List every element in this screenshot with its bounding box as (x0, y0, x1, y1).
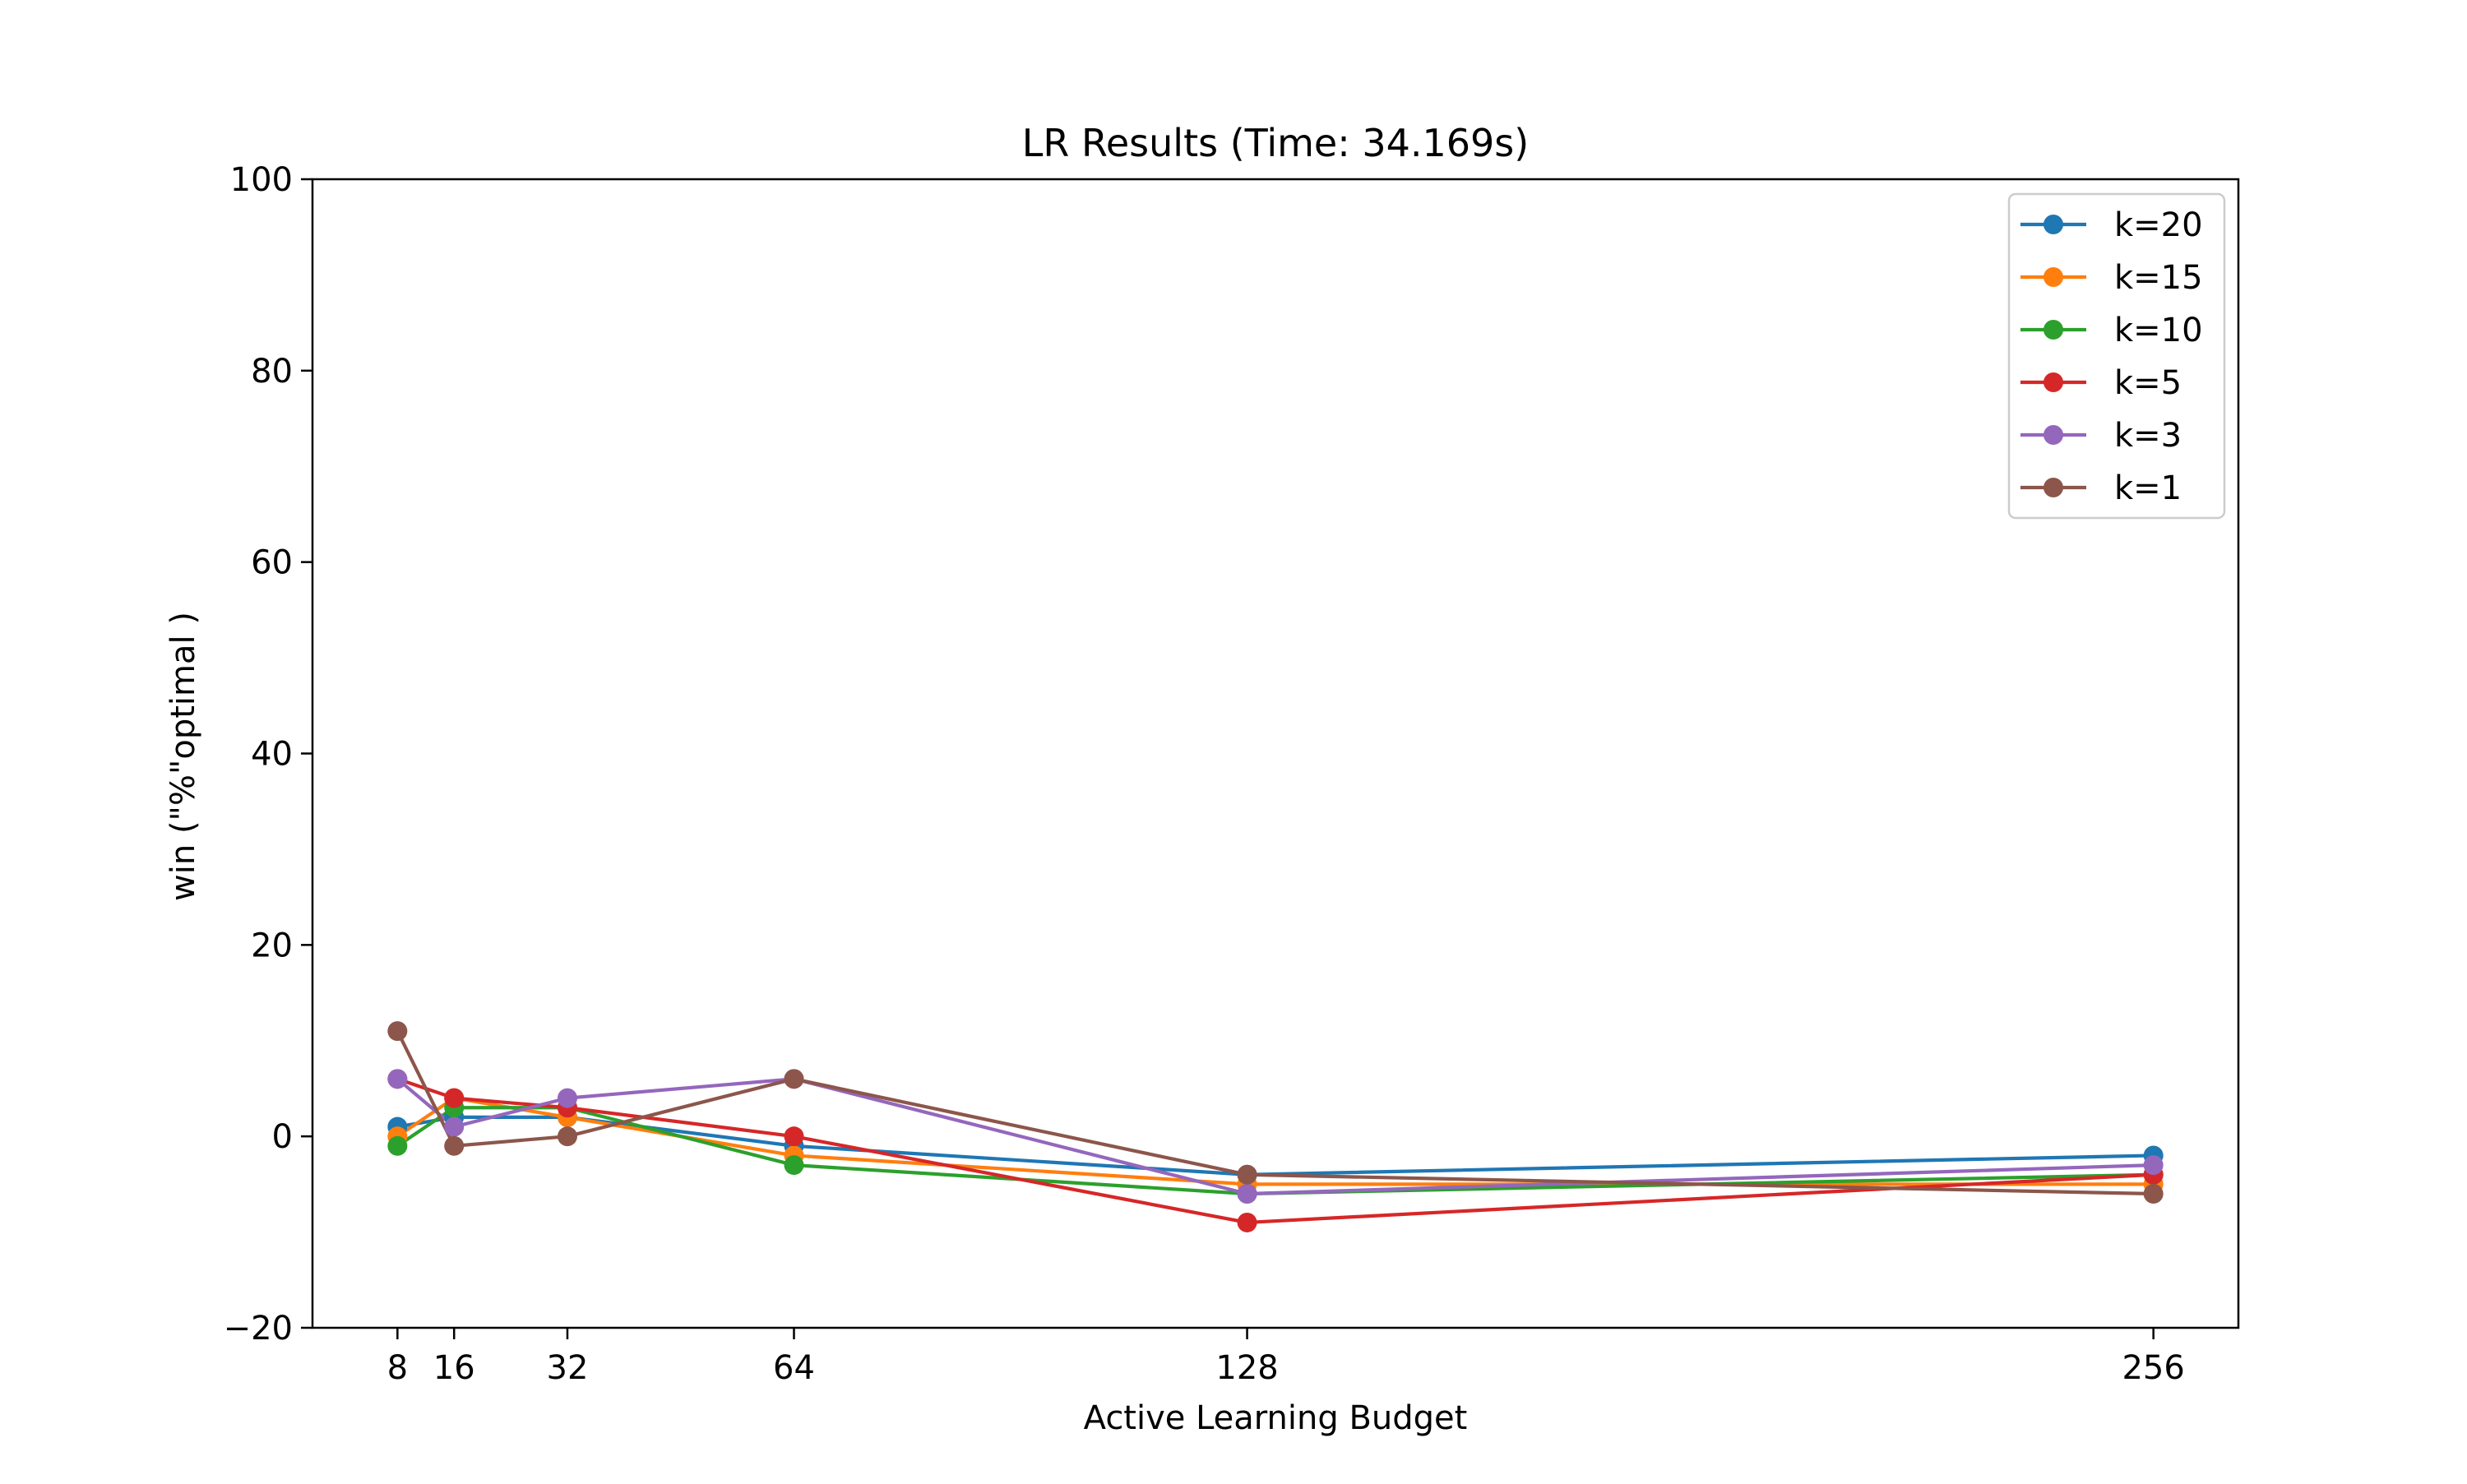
legend-label-k=15: k=15 (2114, 259, 2203, 297)
data-point-k=3 (2143, 1155, 2164, 1176)
y-axis-label: win ("%"optimal ) (164, 612, 202, 901)
x-tick-label: 8 (387, 1349, 408, 1387)
x-tick-label: 128 (1215, 1349, 1278, 1387)
x-axis-label: Active Learning Budget (1084, 1399, 1468, 1437)
y-tick-label: 20 (251, 927, 293, 964)
y-tick-label: 0 (272, 1118, 293, 1156)
y-tick-label: 100 (230, 161, 293, 199)
data-point-k=1 (444, 1135, 465, 1156)
legend-marker-k=5 (2043, 372, 2063, 392)
series-line-k=5 (396, 1077, 2154, 1225)
data-point-k=1 (1237, 1164, 1257, 1185)
legend-marker-k=15 (2043, 267, 2063, 287)
data-point-k=3 (387, 1069, 408, 1089)
data-point-k=1 (2143, 1184, 2164, 1204)
plot-area: −20 0 20 40 60 80 100 8 16 32 64 128 256 (224, 161, 2240, 1387)
data-point-k=3 (444, 1116, 465, 1137)
legend-marker-k=3 (2043, 425, 2063, 445)
y-tick-label: 60 (251, 544, 293, 582)
y-tick-label: 40 (251, 736, 293, 774)
legend-label-k=5: k=5 (2114, 364, 2182, 402)
data-point-k=1 (387, 1021, 408, 1042)
x-tick-label: 16 (433, 1349, 475, 1387)
data-point-k=3 (557, 1088, 577, 1108)
x-tick-label: 64 (773, 1349, 815, 1387)
y-tick-label: 80 (251, 353, 293, 391)
data-point-k=1 (784, 1069, 804, 1089)
data-point-k=5 (444, 1088, 465, 1108)
legend-marker-k=10 (2043, 320, 2063, 340)
y-tick-label: −20 (224, 1310, 293, 1348)
data-point-k=3 (1237, 1184, 1257, 1204)
data-point-k=10 (784, 1155, 804, 1176)
data-point-k=1 (557, 1126, 577, 1147)
data-point-k=5 (1237, 1212, 1257, 1232)
data-point-k=5 (784, 1126, 804, 1147)
legend-label-k=20: k=20 (2114, 206, 2203, 244)
x-tick-label: 256 (2122, 1349, 2184, 1387)
legend-label-k=10: k=10 (2114, 312, 2203, 349)
legend-label-k=1: k=1 (2114, 469, 2182, 507)
legend-marker-k=1 (2043, 478, 2063, 497)
legend-marker-k=20 (2043, 215, 2063, 234)
legend: k=20 k=15 k=10 k=5 k=3 k=1 (2007, 192, 2226, 520)
data-point-k=10 (387, 1135, 408, 1156)
legend-label-k=3: k=3 (2114, 417, 2182, 455)
chart-title: LR Results (Time: 34.169s) (1022, 121, 1529, 165)
x-tick-label: 32 (547, 1349, 589, 1387)
